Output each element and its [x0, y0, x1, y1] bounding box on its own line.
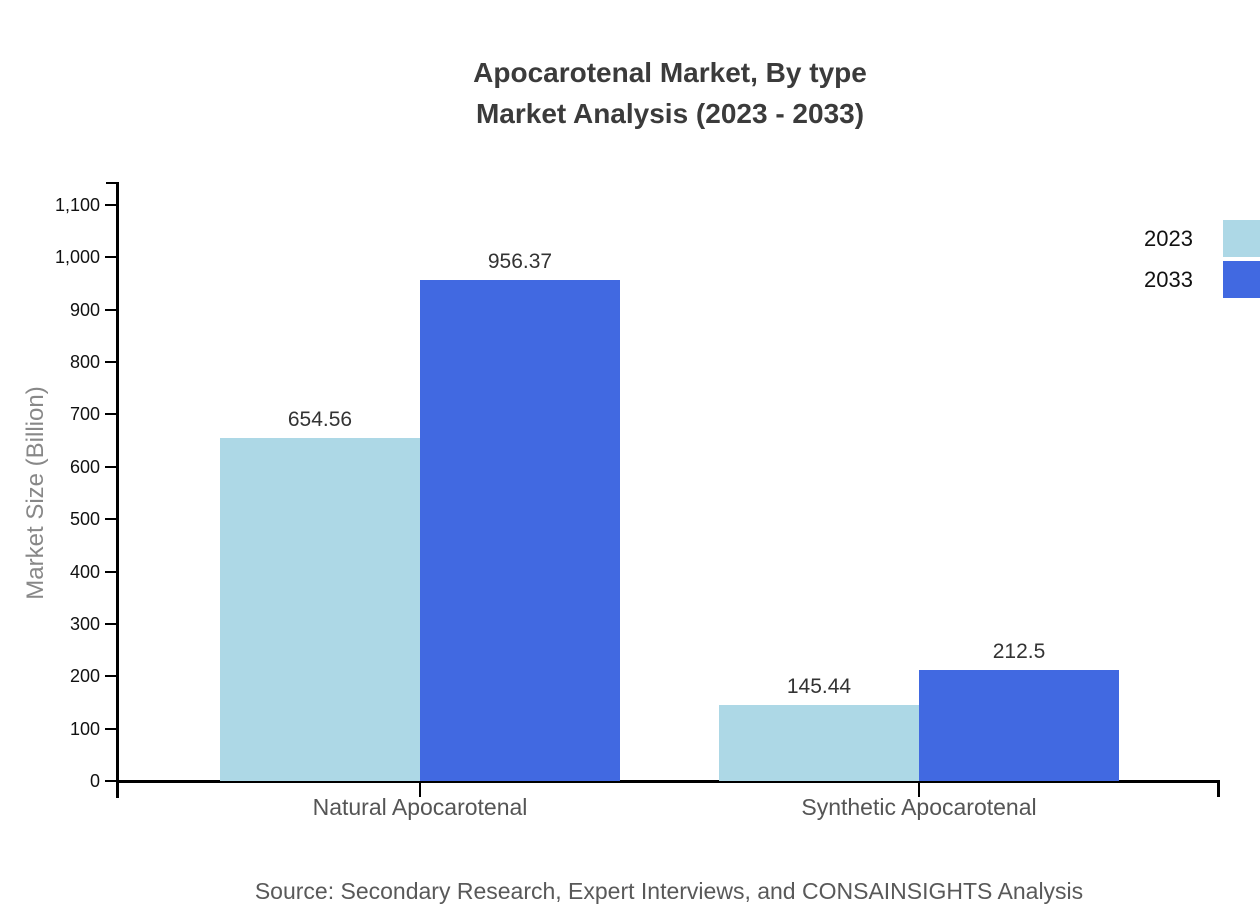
y-tick-label: 1,100: [54, 195, 100, 215]
legend-label-2033[interactable]: 2033: [1144, 267, 1193, 292]
y-tick-label: 1,000: [54, 247, 100, 268]
y-tick-label: 500: [69, 509, 100, 530]
x-axis-line: [116, 780, 1220, 783]
y-tick-label: 600: [69, 456, 100, 477]
y-tick: [105, 413, 116, 416]
chart-title-block: Apocarotenal Market, By type Market Anal…: [0, 52, 1260, 134]
y-tick-label: 100: [69, 718, 100, 739]
bar-value-label: 145.44: [786, 674, 852, 698]
y-tick: [105, 727, 116, 730]
legend-label-2023[interactable]: 2023: [1144, 226, 1193, 251]
y-tick-label: 300: [69, 613, 100, 634]
chart-subtitle: Market Analysis (2023 - 2033): [475, 98, 865, 129]
chart-title: Apocarotenal Market, By type: [473, 57, 867, 88]
x-category-tick: [419, 783, 421, 797]
x-category-label: Synthetic Apocarotenal: [801, 794, 1037, 820]
y-tick-label: 800: [69, 352, 100, 373]
y-tick: [105, 518, 116, 521]
y-tick: [105, 204, 116, 206]
bar-2033-natural-apocarotenal[interactable]: [420, 280, 620, 781]
y-tick-label: 700: [69, 404, 100, 425]
bar-value-label: 956.37: [487, 250, 553, 274]
x-category-tick: [918, 783, 920, 797]
x-axis-end-tick: [1217, 783, 1220, 797]
bar-value-label: 654.56: [287, 408, 353, 432]
y-tick-label: 400: [69, 561, 100, 582]
y-tick: [105, 570, 116, 573]
y-tick-label: 200: [69, 666, 100, 687]
x-category-label: Natural Apocarotenal: [312, 794, 528, 820]
y-tick: [105, 361, 116, 364]
y-tick: [105, 780, 116, 782]
y-tick: [105, 675, 116, 678]
y-tick-label: 0: [89, 771, 100, 791]
y-tick-label: 900: [69, 299, 100, 320]
y-axis-end-tick: [106, 182, 116, 184]
bar-2023-synthetic-apocarotenal[interactable]: [719, 704, 919, 781]
y-tick: [105, 256, 116, 259]
bar-value-label: 212.5: [992, 639, 1046, 663]
source-note: Source: Secondary Research, Expert Inter…: [254, 878, 1084, 904]
y-axis-line: [116, 182, 119, 798]
y-tick: [105, 465, 116, 468]
bar-2023-natural-apocarotenal[interactable]: [220, 438, 420, 781]
legend-swatch-2023[interactable]: [1223, 220, 1260, 257]
y-tick: [105, 308, 116, 311]
bar-2033-synthetic-apocarotenal[interactable]: [919, 669, 1119, 781]
y-tick: [105, 622, 116, 625]
legend-swatch-2033[interactable]: [1223, 261, 1260, 298]
